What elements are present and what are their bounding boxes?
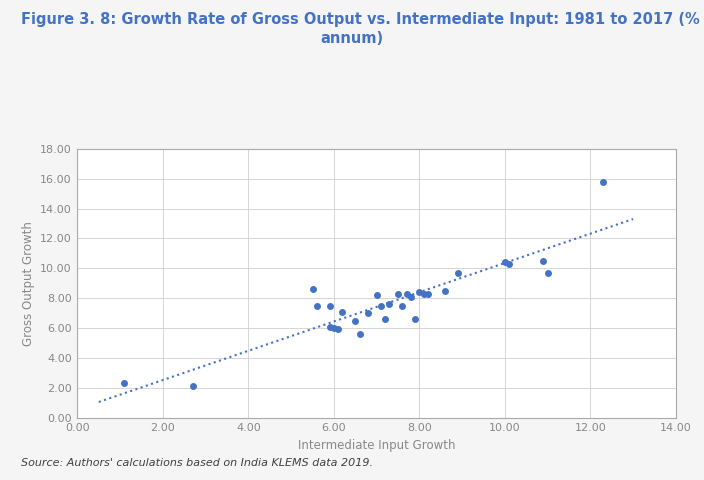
Point bbox=[401, 290, 412, 298]
Text: Figure 3. 8: Growth Rate of Gross Output vs. Intermediate Input: 1981 to 2017 (%: Figure 3. 8: Growth Rate of Gross Output… bbox=[21, 12, 704, 27]
Point bbox=[187, 383, 199, 390]
Point bbox=[354, 330, 365, 338]
Point bbox=[503, 260, 515, 268]
Point bbox=[311, 302, 322, 310]
Point bbox=[332, 325, 344, 333]
Point bbox=[414, 288, 425, 296]
Point bbox=[350, 317, 361, 324]
Point bbox=[538, 257, 549, 264]
Point bbox=[363, 309, 374, 317]
Point bbox=[452, 269, 463, 276]
Text: Source: Authors' calculations based on India KLEMS data 2019.: Source: Authors' calculations based on I… bbox=[21, 458, 373, 468]
Point bbox=[119, 379, 130, 387]
Point bbox=[379, 315, 391, 323]
Point bbox=[307, 285, 318, 293]
Point bbox=[396, 302, 408, 310]
Point bbox=[439, 287, 451, 295]
Point bbox=[324, 323, 335, 330]
Point bbox=[499, 258, 510, 266]
Point bbox=[324, 302, 335, 310]
Point bbox=[337, 308, 348, 315]
Point bbox=[392, 290, 403, 298]
Point bbox=[418, 290, 429, 298]
Point bbox=[542, 269, 553, 276]
Point bbox=[384, 300, 395, 308]
X-axis label: Intermediate Input Growth: Intermediate Input Growth bbox=[298, 439, 455, 452]
Text: annum): annum) bbox=[320, 31, 384, 46]
Y-axis label: Gross Output Growth: Gross Output Growth bbox=[22, 221, 34, 346]
Point bbox=[422, 290, 434, 298]
Point bbox=[328, 324, 339, 332]
Point bbox=[375, 302, 386, 310]
Point bbox=[410, 315, 421, 323]
Point bbox=[406, 293, 417, 300]
Point bbox=[371, 291, 382, 299]
Point bbox=[598, 178, 609, 185]
